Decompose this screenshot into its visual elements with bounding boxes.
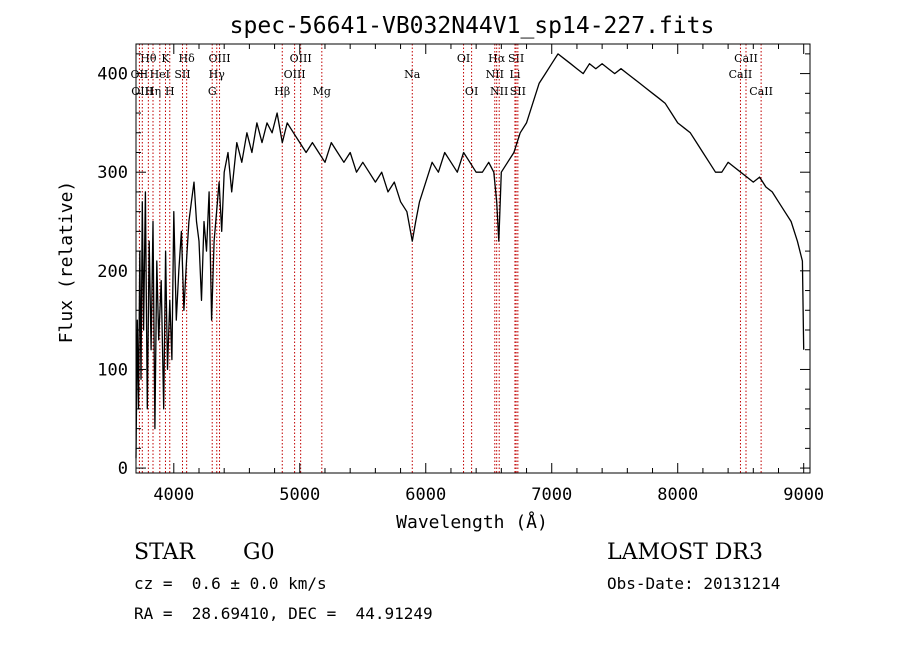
- y-tick-label-300: 300: [97, 163, 128, 183]
- object-subclass: G0: [243, 540, 275, 565]
- object-class: STAR: [134, 540, 195, 565]
- x-tick-label-9000: 9000: [783, 485, 824, 505]
- line-marker-label-19: Hα: [488, 52, 506, 65]
- line-marker-label-22: SII: [508, 52, 524, 65]
- line-marker-label-2: OIII: [131, 85, 153, 98]
- line-marker-label-15: Mg: [313, 85, 331, 98]
- x-axis-label: Wavelength (Å): [396, 511, 548, 533]
- line-marker-label-25: CaII: [734, 52, 758, 65]
- line-marker-label-13: OIII: [290, 52, 312, 65]
- coordinates: RA = 28.69410, DEC = 44.91249: [134, 604, 433, 623]
- line-marker-label-1: OII: [131, 68, 149, 81]
- line-marker-label-7: SII: [174, 68, 190, 81]
- line-marker-label-23: Li: [510, 68, 521, 81]
- x-tick-label-6000: 6000: [405, 485, 446, 505]
- observation-date: Obs-Date: 20131214: [607, 574, 781, 593]
- redshift-value: cz = 0.6 ± 0.0 km/s: [134, 574, 327, 593]
- x-tick-label-7000: 7000: [531, 485, 572, 505]
- line-marker-label-10: Hγ: [209, 68, 226, 81]
- y-tick-label-400: 400: [97, 65, 128, 85]
- line-marker-label-24: SII: [510, 85, 526, 98]
- x-tick-label-4000: 4000: [153, 485, 194, 505]
- line-marker-label-26: CaII: [729, 68, 753, 81]
- flux-series: [135, 53, 805, 459]
- line-marker-label-27: CaII: [749, 85, 773, 98]
- line-marker-label-14: OIII: [284, 68, 306, 81]
- line-marker-label-20: NII: [486, 68, 504, 81]
- x-tick-label-5000: 5000: [279, 485, 320, 505]
- x-tick-label-8000: 8000: [657, 485, 698, 505]
- line-marker-label-8: H: [165, 85, 175, 98]
- line-marker-label-3: K: [161, 52, 170, 65]
- line-marker-label-6: Hδ: [179, 52, 196, 65]
- y-axis: 0 100 200 300 400: [97, 53, 810, 479]
- line-marker-label-12: Hβ: [274, 85, 290, 98]
- y-axis-label: Flux (relative): [56, 181, 77, 344]
- line-marker-label-11: G: [208, 85, 217, 98]
- line-marker-label-5: Hη: [145, 85, 161, 98]
- plot-frame: [135, 43, 811, 474]
- line-marker-label-4: HeI: [150, 68, 170, 81]
- y-tick-label-0: 0: [118, 459, 128, 479]
- y-tick-label-200: 200: [97, 262, 128, 282]
- line-marker-label-17: OI: [457, 52, 470, 65]
- line-marker-label-16: Na: [404, 68, 421, 81]
- survey-name: LAMOST DR3: [607, 540, 763, 565]
- x-axis: 4000 5000 6000 7000 8000 9000: [153, 44, 824, 505]
- y-tick-label-100: 100: [97, 360, 128, 380]
- line-marker-label-18: OI: [465, 85, 478, 98]
- line-marker-label-21: NII: [490, 85, 508, 98]
- line-marker-label-9: OIII: [208, 52, 230, 65]
- flux-line: [135, 53, 805, 459]
- chart-title: spec-56641-VB032N44V1_sp14-227.fits: [230, 13, 715, 39]
